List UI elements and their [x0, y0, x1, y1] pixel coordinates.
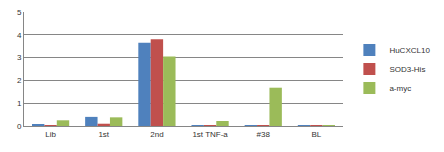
- svg-text:2: 2: [17, 76, 22, 85]
- svg-text:1: 1: [17, 99, 22, 108]
- svg-text:3: 3: [17, 53, 22, 62]
- svg-text:SOD3-His: SOD3-His: [389, 65, 425, 74]
- svg-text:1st: 1st: [98, 130, 109, 139]
- svg-text:5: 5: [17, 8, 22, 17]
- svg-text:1st TNF-a: 1st TNF-a: [192, 130, 228, 139]
- svg-text:a-myc: a-myc: [389, 84, 411, 93]
- svg-text:0: 0: [17, 122, 22, 131]
- svg-text:#38: #38: [257, 130, 271, 139]
- svg-text:Lib: Lib: [45, 130, 56, 139]
- svg-text:2nd: 2nd: [150, 130, 163, 139]
- svg-text:4: 4: [17, 31, 22, 40]
- svg-text:BL: BL: [312, 130, 322, 139]
- svg-text:HuCXCL10: HuCXCL10: [389, 46, 430, 55]
